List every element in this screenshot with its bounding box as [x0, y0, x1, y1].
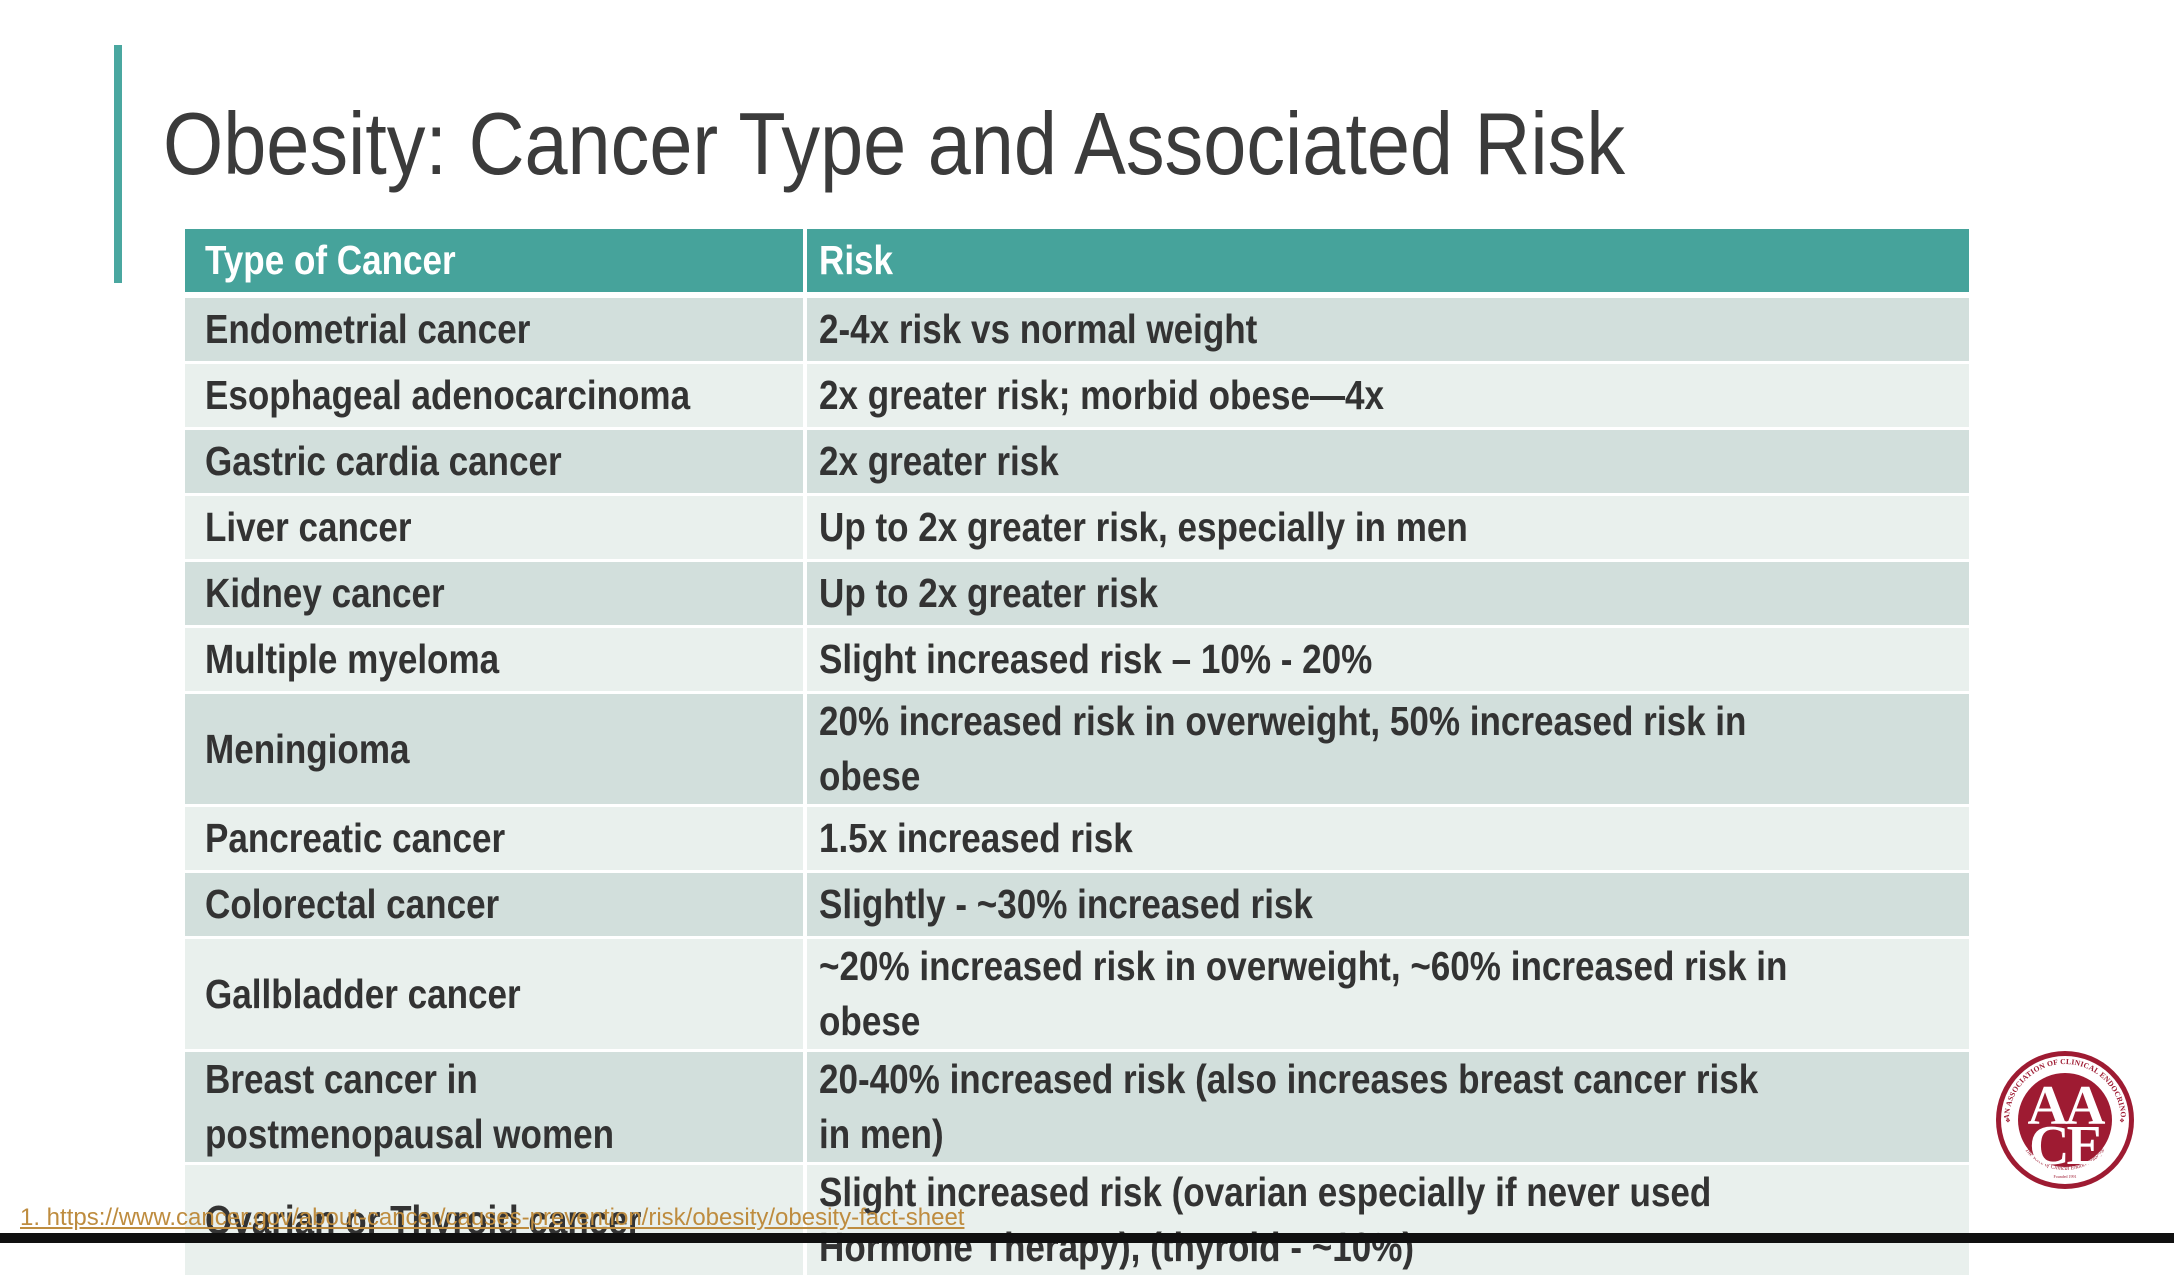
title-accent-bar	[114, 45, 122, 283]
column-header-type-of-cancer: Type of Cancer	[185, 229, 803, 292]
risk-cell: ~20% increased risk in overweight, ~60% …	[807, 939, 1969, 1049]
column-header-risk-label: Risk	[819, 237, 894, 283]
table-row: Gallbladder cancer ~20% increased risk i…	[185, 939, 1969, 1049]
logo-founded-text: Founded 1991	[2054, 1174, 2077, 1179]
cancer-type-cell: Liver cancer	[185, 496, 803, 559]
logo-separator-icon: ❖	[2005, 1118, 2010, 1125]
risk-cell: Slight increased risk (ovarian especiall…	[807, 1165, 1969, 1275]
table-row: Breast cancer in postmenopausal women 20…	[185, 1052, 1969, 1162]
cancer-type-text: Endometrial cancer	[205, 306, 531, 352]
risk-text: 20% increased risk in overweight, 50% in…	[819, 698, 1747, 799]
aace-logo: AMERICAN ASSOCIATION OF CLINICAL ENDOCRI…	[1995, 1050, 2134, 1189]
risk-cell: 2-4x risk vs normal weight	[807, 298, 1969, 361]
logo-monogram-aa: AA	[2028, 1075, 2106, 1137]
column-header-risk: Risk	[807, 229, 1969, 292]
risk-cell: Up to 2x greater risk	[807, 562, 1969, 625]
table-header-row: Type of Cancer Risk	[185, 229, 1969, 292]
cancer-type-cell: Colorectal cancer	[185, 873, 803, 936]
risk-cell: Slight increased risk – 10% - 20%	[807, 628, 1969, 691]
risk-text: Slight increased risk – 10% - 20%	[819, 636, 1373, 682]
logo-center-disc	[2018, 1073, 2112, 1167]
table-row: Multiple myeloma Slight increased risk –…	[185, 628, 1969, 691]
risk-cell: 1.5x increased risk	[807, 807, 1969, 870]
citation-link[interactable]: 1. https://www.cancer.gov/about-cancer/c…	[20, 1204, 965, 1231]
table-row: Gastric cardia cancer 2x greater risk	[185, 430, 1969, 493]
cancer-type-text: Breast cancer in postmenopausal women	[205, 1056, 615, 1157]
table-row: Pancreatic cancer 1.5x increased risk	[185, 807, 1969, 870]
cancer-type-cell: Breast cancer in postmenopausal women	[185, 1052, 803, 1162]
risk-cell: Up to 2x greater risk, especially in men	[807, 496, 1969, 559]
risk-cell: 2x greater risk; morbid obese—4x	[807, 364, 1969, 427]
column-header-type-label: Type of Cancer	[205, 237, 456, 283]
cancer-type-text: Meningioma	[205, 725, 410, 772]
risk-text: 2x greater risk; morbid obese—4x	[819, 372, 1385, 418]
cancer-type-text: Colorectal cancer	[205, 881, 500, 927]
cancer-risk-table: Type of Cancer Risk Endometrial cancer 2…	[185, 229, 1969, 1278]
logo-monogram-ce: CE	[2029, 1115, 2101, 1177]
cancer-type-cell: Endometrial cancer	[185, 298, 803, 361]
table-row: Colorectal cancer Slightly - ~30% increa…	[185, 873, 1969, 936]
risk-cell: Slightly - ~30% increased risk	[807, 873, 1969, 936]
risk-text: 1.5x increased risk	[819, 815, 1133, 861]
cancer-type-text: Gastric cardia cancer	[205, 438, 562, 484]
risk-text: 20-40% increased risk (also increases br…	[819, 1056, 1759, 1157]
cancer-type-cell: Multiple myeloma	[185, 628, 803, 691]
risk-cell: 20% increased risk in overweight, 50% in…	[807, 694, 1969, 804]
cancer-type-text: Liver cancer	[205, 504, 412, 550]
table-row: Meningioma 20% increased risk in overwei…	[185, 694, 1969, 804]
bottom-bar	[0, 1233, 2174, 1243]
cancer-type-cell: Gastric cardia cancer	[185, 430, 803, 493]
table-row: Endometrial cancer 2-4x risk vs normal w…	[185, 298, 1969, 361]
page-title-text: Obesity: Cancer Type and Associated Risk	[163, 94, 1626, 193]
logo-separator-icon: ❖	[2119, 1118, 2124, 1125]
cancer-type-cell: Meningioma	[185, 694, 803, 804]
cancer-type-text: Multiple myeloma	[205, 636, 500, 682]
cancer-type-cell: Pancreatic cancer	[185, 807, 803, 870]
cancer-type-cell: Kidney cancer	[185, 562, 803, 625]
risk-text: 2x greater risk	[819, 438, 1059, 484]
page-title: Obesity: Cancer Type and Associated Risk	[163, 94, 1824, 193]
risk-cell: 2x greater risk	[807, 430, 1969, 493]
cancer-type-text: Kidney cancer	[205, 570, 445, 616]
cancer-type-text: Esophageal adenocarcinoma	[205, 372, 691, 418]
risk-text: Up to 2x greater risk, especially in men	[819, 504, 1468, 550]
risk-text: Up to 2x greater risk	[819, 570, 1159, 616]
risk-text: Slightly - ~30% increased risk	[819, 881, 1313, 927]
cancer-type-text: Pancreatic cancer	[205, 815, 506, 861]
table-row: Liver cancer Up to 2x greater risk, espe…	[185, 496, 1969, 559]
risk-cell: 20-40% increased risk (also increases br…	[807, 1052, 1969, 1162]
risk-text: Slight increased risk (ovarian especiall…	[819, 1169, 1712, 1270]
table-row: Esophageal adenocarcinoma 2x greater ris…	[185, 364, 1969, 427]
cancer-type-cell: Esophageal adenocarcinoma	[185, 364, 803, 427]
risk-text: ~20% increased risk in overweight, ~60% …	[819, 943, 1788, 1044]
cancer-type-cell: Gallbladder cancer	[185, 939, 803, 1049]
cancer-type-text: Gallbladder cancer	[205, 970, 521, 1017]
risk-text: 2-4x risk vs normal weight	[819, 306, 1258, 352]
table-row: Kidney cancer Up to 2x greater risk	[185, 562, 1969, 625]
